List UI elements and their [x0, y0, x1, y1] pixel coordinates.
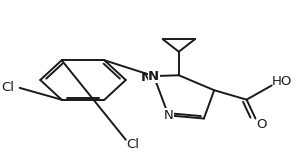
Text: O: O	[257, 118, 267, 131]
Text: N: N	[140, 71, 151, 84]
Text: N: N	[161, 107, 171, 120]
Text: N: N	[164, 109, 173, 122]
Text: Cl: Cl	[2, 81, 14, 94]
Text: N: N	[148, 70, 159, 83]
Text: HO: HO	[272, 75, 292, 88]
Text: Cl: Cl	[127, 138, 140, 151]
